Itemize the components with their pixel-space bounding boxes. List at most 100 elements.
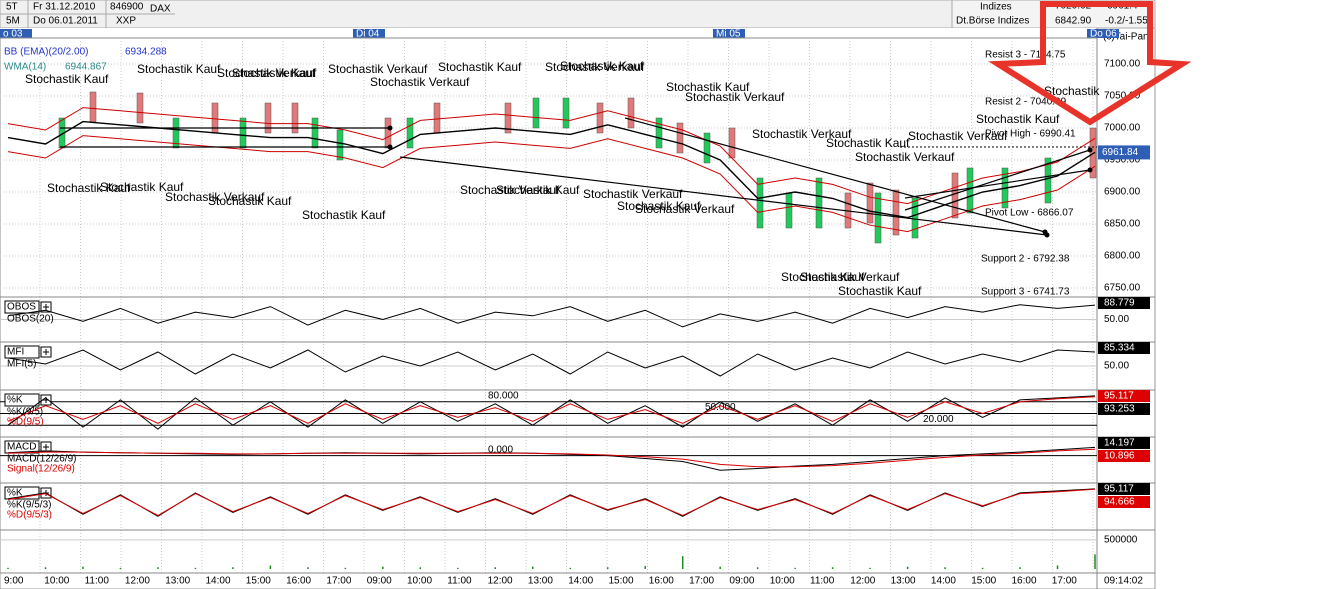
panel-tag-label: MACD [7, 442, 36, 453]
price-axis-label: 6800.00 [1104, 251, 1141, 262]
panel-tag [4, 345, 40, 359]
expand-icon [43, 444, 49, 450]
panel-tag-label: %K [7, 488, 23, 499]
signal-box [89, 91, 97, 123]
axis-label: 50.00 [1104, 361, 1129, 372]
stochastik-annotation: Stochastik Kauf [781, 270, 865, 284]
day-tag [1087, 29, 1119, 38]
axis-label: 50.00 [1104, 314, 1129, 325]
stochastik-annotation: Stochastik [1044, 84, 1100, 98]
stochastik-annotation: Stochastik Kauf [826, 136, 910, 150]
time-label: 16:00 [1012, 576, 1037, 587]
panel-tag [4, 393, 40, 407]
highlight-arrow [988, 1, 1192, 126]
series-label: MACD(12/26/9) [7, 454, 76, 465]
signal-box [406, 117, 414, 149]
stochastik-annotation: Stochastik Kauf [137, 62, 221, 76]
time-label: 16:00 [649, 576, 674, 587]
day-tag [0, 29, 32, 38]
signal-box [172, 117, 180, 149]
day-tag [353, 29, 385, 38]
day-label: Do 06 [1090, 29, 1117, 40]
expand-icon [43, 304, 49, 310]
bollinger-band [7, 135, 1096, 233]
pivot-level: Resist 2 - 7040.99 [985, 97, 1067, 108]
clock: 09:14:02 [1104, 576, 1143, 587]
signal-box [291, 102, 299, 134]
indicator-line [7, 448, 1096, 468]
indicator-line [7, 396, 1096, 424]
trend-line [399, 156, 1048, 236]
signal-box [264, 102, 272, 134]
arrow-head [1087, 167, 1093, 173]
indicator-name: BB (EMA)(20/2.00) [4, 47, 88, 58]
arrow-head [1042, 229, 1048, 235]
series-label: %D(9/5/3) [7, 510, 52, 521]
level-label: 20.000 [923, 414, 954, 425]
indicator-line [7, 304, 1096, 328]
price-axis-label: 6950.00 [1104, 155, 1141, 166]
symbol: DAX [150, 4, 171, 15]
pivot-level: Pivot High - 6990.41 [985, 129, 1076, 140]
signal-box [966, 167, 974, 214]
trend-line [904, 169, 1091, 199]
signal-box [562, 97, 570, 129]
panel-tag-label: MFI [7, 347, 24, 358]
exchange: XXP [116, 16, 136, 27]
quote-market: Dt.Börse Indizes [956, 16, 1029, 27]
readout-box [1098, 450, 1150, 462]
readout-value: 93.253 [1104, 404, 1135, 415]
stochastik-annotation: Stochastik Kauf [100, 180, 184, 194]
signal-box [911, 197, 919, 239]
stochastik-annotation: Stochastik Verkauf [165, 190, 265, 204]
signal-box [655, 117, 663, 149]
time-label: 17:00 [1052, 576, 1077, 587]
stochastik-annotation: Stochastik Kauf [47, 181, 131, 195]
day-tag [713, 29, 745, 38]
readout-value: 14.197 [1104, 438, 1135, 449]
readout-value: 94.666 [1104, 497, 1135, 508]
stochastik-annotation: Stochastik Kauf [208, 194, 292, 208]
stochastik-annotation: Stochastik Verkauf [908, 129, 1008, 143]
stochastik-annotation: Stochastik Kauf [232, 66, 316, 80]
signal-box [756, 177, 764, 229]
time-label: 14:00 [206, 576, 231, 587]
readout-value: 95.117 [1104, 484, 1134, 495]
stochastik-annotation: Stochastik Verkauf [635, 202, 735, 216]
stochastik-annotation: Stochastik Kauf [302, 208, 386, 222]
series-label: %K(9/5) [7, 407, 43, 418]
indicator-line [7, 349, 1096, 377]
pivot-level: Resist 3 - 7114.75 [985, 50, 1066, 61]
stochastik-annotation: Stochastik Verkauf [685, 90, 785, 104]
day-label: Di 04 [356, 29, 380, 40]
time-label: 15:00 [971, 576, 996, 587]
panel-tag-label: %K [7, 395, 23, 406]
panel-tag [4, 300, 40, 314]
frame [0, 0, 1156, 589]
signal-box [433, 102, 441, 134]
pivot-level: Support 2 - 6792.38 [981, 254, 1070, 265]
date: Fr 31.12.2010 [33, 2, 96, 13]
arrow-head [1087, 147, 1093, 153]
readout-value: 10.896 [1104, 451, 1135, 462]
price-axis-label: 6900.00 [1104, 187, 1141, 198]
stochastik-annotation: Stochastik Kauf [976, 112, 1060, 126]
day-label: Mi 05 [716, 29, 741, 40]
readout-box [1098, 342, 1150, 354]
price-axis-label: 6850.00 [1104, 219, 1141, 230]
arrow-head [387, 125, 393, 131]
time-label: 17:00 [689, 576, 714, 587]
stochastik-annotation: Stochastik Kauf [438, 60, 522, 74]
axis-label: 500000 [1104, 534, 1138, 545]
arrow-head [387, 144, 393, 150]
signal-box [866, 182, 874, 224]
quote-change: -0.2/-1.55 [1105, 16, 1148, 27]
signal-box [136, 92, 144, 124]
stochastik-annotation: Stochastik Verkauf [460, 183, 560, 197]
readout-value: 95.117 [1104, 391, 1134, 402]
indicator-value: 6934.288 [125, 47, 167, 58]
signal-box [239, 117, 247, 149]
signal-box [627, 97, 635, 129]
stochastik-annotation: Stochastik Kauf [666, 80, 750, 94]
